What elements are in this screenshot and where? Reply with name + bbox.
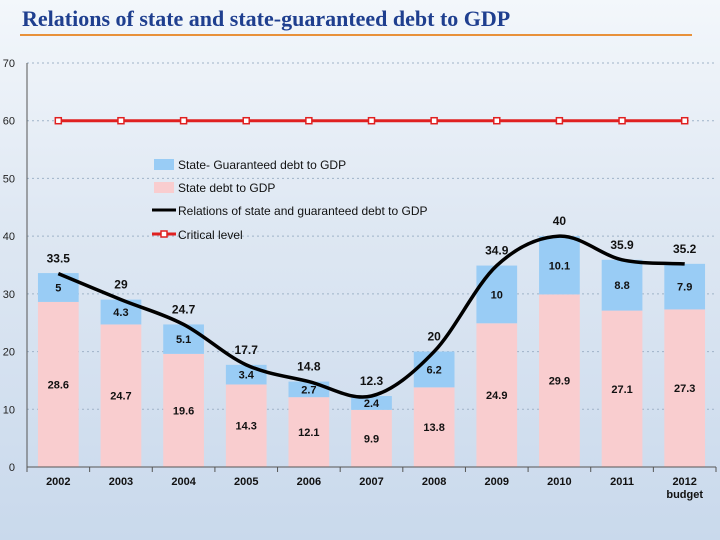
bar-label-guaranteed: 5 [55,283,61,295]
bar-guaranteed-debt [664,263,706,310]
y-tick-label: 60 [3,116,15,128]
bar-state-debt [601,310,643,467]
critical-level-marker [117,116,125,125]
y-tick-label: 40 [3,231,15,243]
bar-label-state: 12.1 [298,427,319,439]
y-tick-label: 50 [3,173,15,185]
bar-label-state: 19.6 [173,405,194,417]
legend-label-guaranteed: State- Guaranteed debt to GDP [178,158,346,172]
title-divider [20,34,692,36]
bar-label-guaranteed: 7.9 [677,282,692,294]
critical-level-marker [179,116,188,125]
bar-label-state: 28.6 [48,379,69,391]
bar-state-debt [225,384,267,467]
total-label: 35.2 [673,242,697,256]
total-label: 12.3 [360,374,384,388]
bar-state-debt [539,294,580,467]
total-label: 40 [553,214,567,228]
critical-level-marker [305,116,313,125]
bar-state-debt [476,323,518,467]
x-tick-label: 2004 [171,476,196,488]
critical-level-marker [680,116,689,125]
total-label: 29 [114,278,128,292]
critical-level-marker [430,116,438,125]
x-tick-label: 2002 [46,476,70,488]
bar-label-state: 27.1 [611,384,632,396]
legend-label-state: State debt to GDP [178,181,275,195]
critical-level-marker [493,116,501,125]
bar-label-guaranteed: 2.4 [364,398,380,410]
relations-line [57,234,685,399]
total-label: 35.9 [610,238,634,252]
critical-level-marker [618,116,626,125]
total-label: 33.5 [47,252,71,266]
bar-label-state: 27.3 [674,383,695,395]
bar-guaranteed-debt [601,259,643,311]
critical-level-marker [242,116,250,125]
axes: 0 10 20 30 40 50 60 70 2002 2003 2004 2005 2006 2007 2… [3,58,717,501]
critical-level-marker [54,116,63,125]
bar-label-guaranteed: 3.4 [239,370,255,382]
bar-label-guaranteed: 4.3 [113,307,128,319]
y-tick-label: 0 [9,462,15,474]
critical-level-marker [367,116,376,125]
legend-swatch-state [154,182,174,193]
data-labels: 28.6 5 24.7 4.3 19.6 5.1 14.3 3.4 12.1 2.7 9.9 2.4 1… [47,214,697,445]
y-tick-label: 70 [3,58,15,70]
y-tick-label: 10 [3,404,15,416]
x-tick-label: 2007 [359,476,383,488]
bars [37,236,706,467]
legend-label-relations: Relations of state and guaranteed debt t… [178,204,428,218]
bar-state-debt [413,387,455,467]
bar-label-guaranteed: 10 [491,289,503,301]
legend: State- Guaranteed debt to GDP State debt… [152,158,428,242]
y-tick-label: 30 [3,289,15,301]
bar-label-state: 14.3 [236,421,257,433]
bar-state-debt [288,397,330,467]
bar-state-debt [37,301,79,467]
y-tick-label: 20 [3,347,15,359]
bar-guaranteed-debt [163,324,204,354]
total-label: 34.9 [485,244,509,258]
bar-label-state: 24.7 [110,391,131,403]
x-tick-label: 2008 [422,476,446,488]
x-tick-label: 2005 [234,476,258,488]
bar-state-debt [100,324,142,467]
page-title: Relations of state and state-guaranteed … [22,6,511,31]
total-label: 17.7 [235,343,259,357]
legend-swatch-guaranteed [154,159,174,170]
critical-level-marker [555,116,564,125]
bar-label-state: 9.9 [364,433,379,445]
bar-label-state: 29.9 [549,376,570,388]
series-lines [54,116,689,399]
bar-label-guaranteed: 10.1 [549,260,570,272]
x-tick-label: 2009 [485,476,509,488]
bar-label-guaranteed: 5.1 [176,334,191,346]
bar-state-debt [351,409,392,467]
bar-guaranteed-debt [351,396,392,410]
bar-label-guaranteed: 2.7 [301,384,316,396]
bar-label-state: 24.9 [486,390,507,402]
bar-state-debt [163,353,204,467]
bar-label-guaranteed: 8.8 [614,280,629,292]
bar-label-state: 13.8 [423,422,444,434]
x-tick-label: 2012 [672,476,696,488]
bar-guaranteed-debt [476,265,518,324]
x-tick-label: 2010 [547,476,571,488]
x-tick-sublabel: budget [666,489,703,501]
bar-guaranteed-debt [413,351,455,388]
legend-marker-critical [160,230,168,238]
total-label: 20 [427,330,441,344]
bar-label-guaranteed: 6.2 [426,364,441,376]
total-label: 24.7 [172,302,196,316]
x-tick-label: 2011 [610,476,634,488]
bar-guaranteed-debt [539,236,580,295]
x-tick-label: 2003 [109,476,133,488]
x-tick-label: 2006 [297,476,321,488]
total-label: 14.8 [297,360,321,374]
legend-label-critical: Critical level [178,228,243,242]
bar-state-debt [664,309,706,467]
